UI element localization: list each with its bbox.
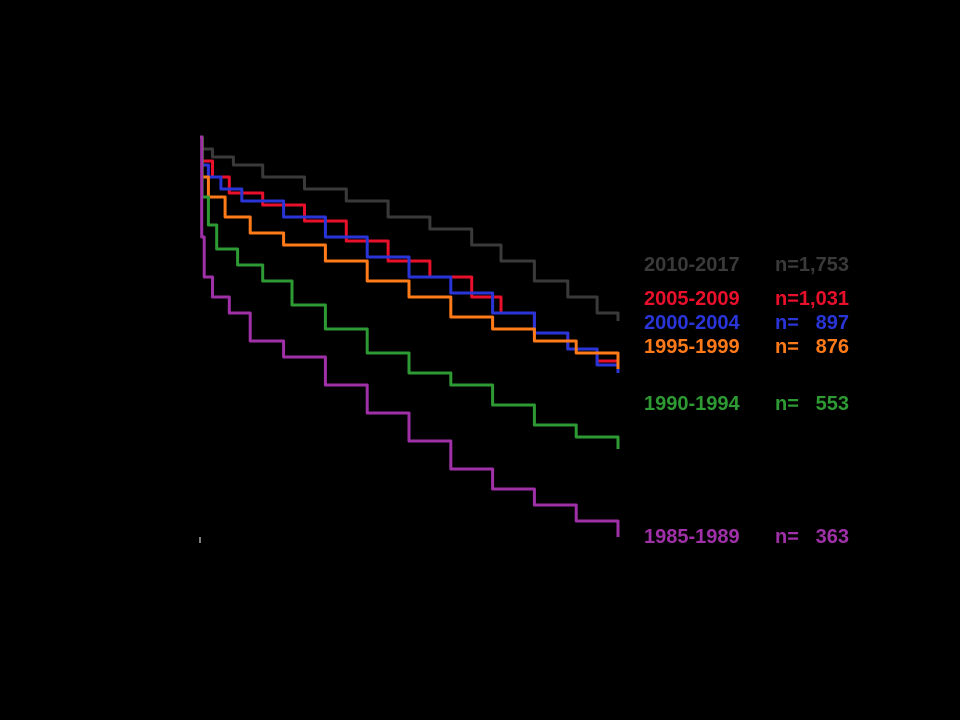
legend-sample-size: n= 897 — [775, 312, 849, 334]
legend-series-name: 1985-1989 — [644, 526, 740, 548]
series-line-2000-2004 — [200, 135, 620, 373]
legend-series-name: 2000-2004 — [644, 312, 740, 334]
legend-series-name: 1995-1999 — [644, 336, 740, 358]
legend-sample-size: n=1,031 — [775, 288, 849, 310]
series-line-1985-1989 — [200, 135, 620, 537]
legend-sample-size: n= 553 — [775, 393, 849, 415]
legend-sample-size: n= 876 — [775, 336, 849, 358]
legend-series-name: 2005-2009 — [644, 288, 740, 310]
series-lines — [200, 135, 620, 537]
series-line-1995-1999 — [200, 135, 620, 369]
legend-sample-size: n=1,753 — [775, 254, 849, 276]
series-line-1990-1994 — [200, 135, 620, 449]
legend-series-name: 2010-2017 — [644, 254, 740, 276]
legend-series-name: 1990-1994 — [644, 393, 740, 415]
series-line-2010-2017 — [200, 135, 620, 321]
legend-sample-size: n= 363 — [775, 526, 849, 548]
